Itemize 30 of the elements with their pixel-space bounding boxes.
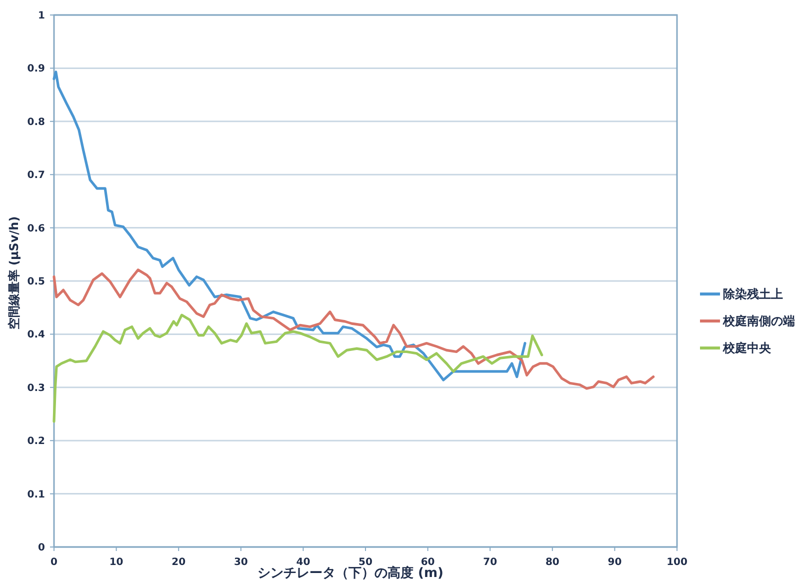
x-tick-label: 70	[483, 557, 498, 568]
x-tick-label: 20	[172, 557, 186, 568]
y-tick-label: 0.1	[27, 489, 46, 500]
legend-label: 校庭中央	[722, 341, 772, 356]
x-tick-label: 50	[358, 557, 372, 568]
line-series	[52, 314, 544, 423]
x-tick-label: 90	[608, 557, 622, 568]
y-tick-label: 1	[38, 10, 46, 22]
x-tick-label: 0	[50, 557, 58, 568]
x-tick-label: 80	[545, 557, 560, 568]
x-tick-label: 30	[234, 557, 248, 568]
legend-label: 除染残土上	[723, 287, 783, 302]
y-tick-label: 0.2	[27, 436, 46, 448]
y-tick-label: 0.8	[27, 116, 46, 128]
x-axis-title: シンチレータ（下）の高度 (m)	[258, 565, 444, 581]
y-tick-label: 0.3	[27, 382, 46, 394]
legend-label: 校庭南側の端	[722, 314, 795, 328]
y-tick-label: 0.7	[27, 170, 46, 182]
x-tick-label: 40	[296, 557, 310, 568]
line-series	[52, 268, 655, 390]
y-axis-title: 空間線量率 (μSv/h)	[7, 216, 21, 330]
x-tick-label: 100	[666, 557, 688, 568]
x-tick-label: 60	[420, 557, 435, 568]
y-tick-label: 0.5	[27, 276, 46, 288]
y-tick-label: 0.6	[27, 223, 46, 234]
y-tick-label: 0	[38, 542, 46, 554]
line-series	[52, 70, 526, 382]
y-tick-label: 0.9	[27, 64, 46, 75]
y-tick-label: 0.4	[27, 330, 46, 341]
x-tick-label: 10	[109, 557, 124, 568]
